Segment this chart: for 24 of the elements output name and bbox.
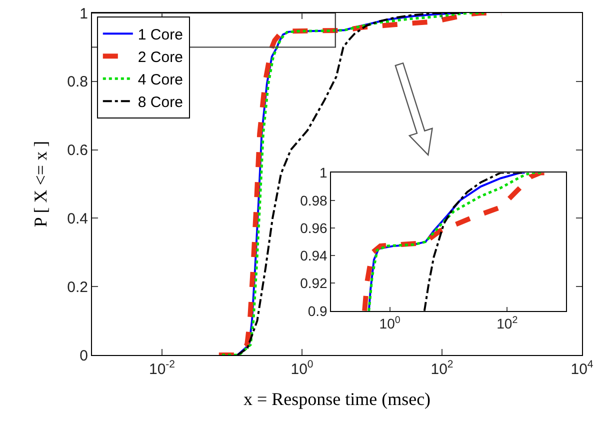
y-tick-label: 0.92 [300,275,328,292]
x-axis-title: x = Response time (msec) [243,389,431,410]
legend-label: 8 Core [138,94,183,112]
y-tick-label: 1 [80,5,88,22]
y-tick-label: 0.2 [67,278,88,296]
legend-label: 1 Core [138,26,183,44]
y-tick-label: 0.6 [67,142,88,160]
y-tick-label: 0 [80,347,88,364]
x-tick-label: 10$^{2}$ [430,358,454,378]
x-tick-label: 10$^{-2}$ [148,358,176,378]
y-tick-label: 0.9 [308,302,328,319]
legend-label: 4 Core [138,72,183,89]
y-tick-label: 0.94 [300,248,328,264]
legend-label: 2 Core [138,49,183,66]
y-tick-label: 0.96 [300,220,328,236]
y-tick-label: 1 [320,164,328,181]
y-axis-title: P [ X <= x ] [30,140,50,228]
x-tick-label: 10$^{4}$ [570,358,594,378]
x-tick-label: 10$^{0}$ [379,314,401,332]
y-tick-label: 0.4 [67,210,88,228]
x-tick-label: 10$^{0}$ [290,358,314,378]
x-tick-label: 10$^{2}$ [496,314,518,332]
y-tick-label: 0.98 [300,192,328,208]
y-tick-label: 0.8 [67,74,88,91]
